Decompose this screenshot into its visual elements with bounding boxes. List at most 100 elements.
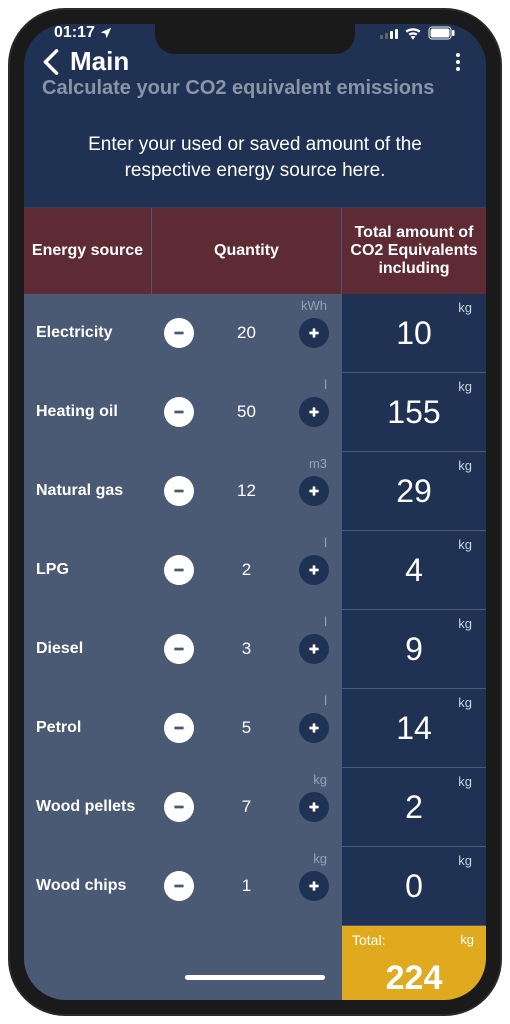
decrement-button[interactable] [164, 318, 194, 348]
total-value: 0 [405, 868, 423, 905]
decrement-button[interactable] [164, 555, 194, 585]
total-cell: kg 4 [342, 531, 486, 609]
more-menu-icon[interactable] [448, 53, 468, 71]
source-cell: Wood pellets [24, 768, 152, 846]
intro-text: Enter your used or saved amount of the r… [24, 120, 486, 207]
total-cell: kg 0 [342, 847, 486, 925]
table-row: Wood chips kg 1 kg 0 [24, 847, 486, 926]
decrement-button[interactable] [164, 634, 194, 664]
total-cell: kg 155 [342, 373, 486, 451]
total-unit: kg [458, 774, 472, 789]
decrement-button[interactable] [164, 871, 194, 901]
total-cell: kg 14 [342, 689, 486, 767]
quantity-value[interactable]: 3 [227, 639, 267, 659]
total-unit: kg [458, 616, 472, 631]
phone-frame: 01:17 Main Calculate your CO2 equivalent… [10, 10, 500, 1014]
footer-spacer [24, 926, 342, 1000]
decrement-button[interactable] [164, 792, 194, 822]
quantity-value[interactable]: 2 [227, 560, 267, 580]
quantity-cell: m3 12 [152, 452, 342, 530]
phone-screen: 01:17 Main Calculate your CO2 equivalent… [24, 24, 486, 1000]
cellular-signal-icon [380, 27, 398, 39]
source-cell: Petrol [24, 689, 152, 767]
table-row: Petrol l 5 kg 14 [24, 689, 486, 768]
total-value: 10 [396, 315, 432, 352]
total-unit: kg [458, 458, 472, 473]
total-unit: kg [458, 379, 472, 394]
total-unit: kg [458, 695, 472, 710]
total-value: 29 [396, 473, 432, 510]
quantity-unit: l [324, 614, 327, 629]
home-indicator[interactable] [185, 975, 325, 980]
quantity-cell: l 5 [152, 689, 342, 767]
total-value: 9 [405, 631, 423, 668]
source-cell: Wood chips [24, 847, 152, 925]
decrement-button[interactable] [164, 713, 194, 743]
increment-button[interactable] [299, 318, 329, 348]
battery-icon [428, 26, 456, 40]
total-unit: kg [458, 853, 472, 868]
table-row: Wood pellets kg 7 kg 2 [24, 768, 486, 847]
quantity-unit: l [324, 693, 327, 708]
quantity-value[interactable]: 20 [227, 323, 267, 343]
increment-button[interactable] [299, 476, 329, 506]
column-header-total: Total amount of CO2 Equivalents includin… [342, 208, 486, 294]
quantity-value[interactable]: 50 [227, 402, 267, 422]
total-value: 2 [405, 789, 423, 826]
location-arrow-icon [99, 26, 113, 40]
quantity-value[interactable]: 7 [227, 797, 267, 817]
total-value: 14 [396, 710, 432, 747]
total-value: 155 [387, 394, 440, 431]
page-subtitle: Calculate your CO2 equivalent emissions [24, 77, 486, 120]
increment-button[interactable] [299, 871, 329, 901]
quantity-value[interactable]: 12 [227, 481, 267, 501]
quantity-cell: l 50 [152, 373, 342, 451]
grand-total-label: Total: [352, 932, 385, 948]
source-cell: LPG [24, 531, 152, 609]
total-cell: kg 10 [342, 294, 486, 372]
quantity-cell: kg 1 [152, 847, 342, 925]
quantity-unit: kg [313, 772, 327, 787]
wifi-icon [404, 26, 422, 40]
increment-button[interactable] [299, 634, 329, 664]
increment-button[interactable] [299, 792, 329, 822]
decrement-button[interactable] [164, 397, 194, 427]
column-header-source: Energy source [24, 208, 152, 294]
grand-total-value: 224 [386, 959, 443, 998]
quantity-unit: l [324, 535, 327, 550]
quantity-cell: l 2 [152, 531, 342, 609]
phone-notch [155, 24, 355, 54]
table-row: Natural gas m3 12 kg 29 [24, 452, 486, 531]
table-header-row: Energy source Quantity Total amount of C… [24, 208, 486, 294]
increment-button[interactable] [299, 713, 329, 743]
table-row: LPG l 2 kg 4 [24, 531, 486, 610]
increment-button[interactable] [299, 555, 329, 585]
quantity-unit: kWh [301, 298, 327, 313]
total-unit: kg [458, 300, 472, 315]
total-cell: kg 29 [342, 452, 486, 530]
status-time: 01:17 [54, 24, 95, 42]
quantity-unit: kg [313, 851, 327, 866]
table-row: Diesel l 3 kg 9 [24, 610, 486, 689]
total-cell: kg 9 [342, 610, 486, 688]
back-chevron-icon[interactable] [42, 48, 60, 76]
emissions-table: Energy source Quantity Total amount of C… [24, 207, 486, 1000]
quantity-cell: kWh 20 [152, 294, 342, 372]
total-unit: kg [458, 537, 472, 552]
table-row: Heating oil l 50 kg 155 [24, 373, 486, 452]
quantity-unit: l [324, 377, 327, 392]
source-cell: Heating oil [24, 373, 152, 451]
source-cell: Natural gas [24, 452, 152, 530]
quantity-unit: m3 [309, 456, 327, 471]
column-header-quantity: Quantity [152, 208, 342, 294]
table-row: Electricity kWh 20 kg 10 [24, 294, 486, 373]
decrement-button[interactable] [164, 476, 194, 506]
total-value: 4 [405, 552, 423, 589]
quantity-value[interactable]: 5 [227, 718, 267, 738]
increment-button[interactable] [299, 397, 329, 427]
source-cell: Electricity [24, 294, 152, 372]
quantity-cell: kg 7 [152, 768, 342, 846]
quantity-value[interactable]: 1 [227, 876, 267, 896]
grand-total-unit: kg [460, 932, 474, 947]
grand-total-cell: Total: kg 224 [342, 926, 486, 1000]
